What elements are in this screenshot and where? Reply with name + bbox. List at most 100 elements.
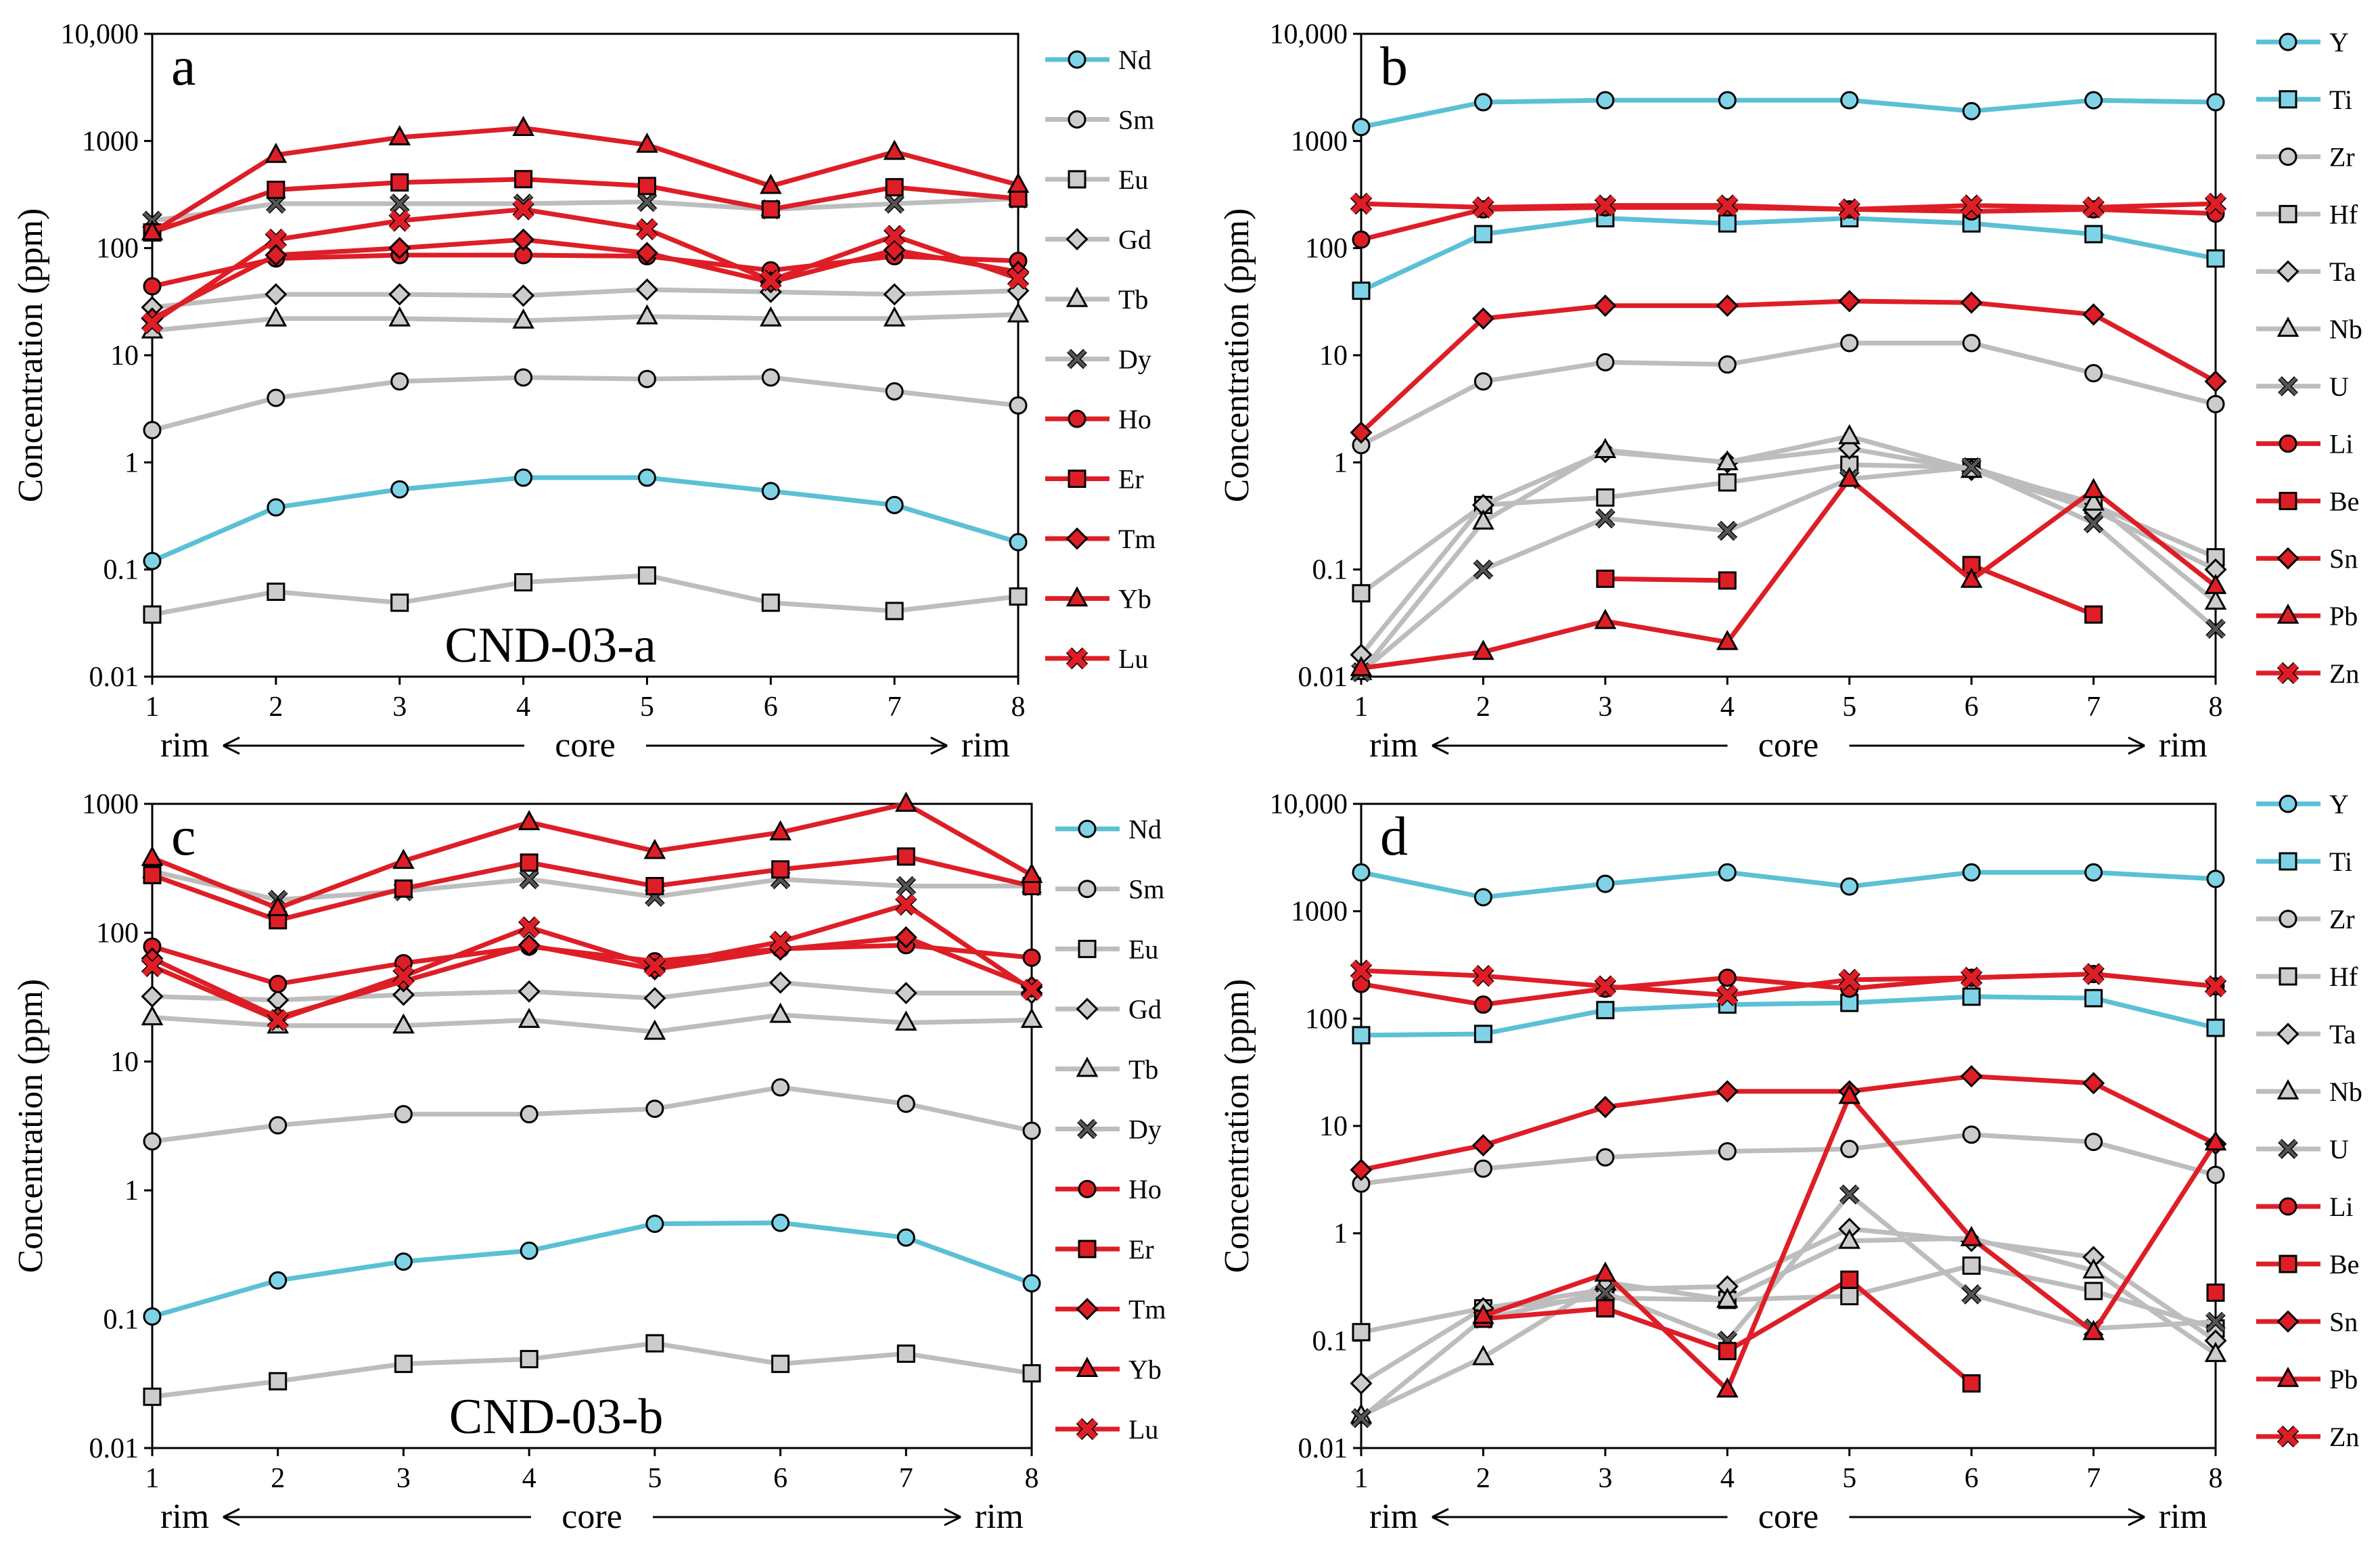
x-tick-label: 4 bbox=[1720, 1463, 1735, 1494]
legend-item: Gd bbox=[1055, 994, 1162, 1024]
legend-marker bbox=[1066, 586, 1089, 607]
data-point bbox=[1716, 1080, 1739, 1103]
series-line bbox=[152, 1012, 1032, 1035]
arrow-right-head bbox=[2128, 1508, 2145, 1527]
legend-marker bbox=[2279, 434, 2297, 453]
series-Sn bbox=[1350, 1065, 2227, 1181]
data-point bbox=[143, 551, 162, 570]
legend-label: Hf bbox=[2329, 199, 2358, 229]
legend-marker bbox=[2279, 32, 2297, 51]
y-axis-label: Concentration (ppm) bbox=[12, 208, 50, 503]
series-line bbox=[151, 801, 1033, 911]
data-point bbox=[637, 177, 656, 196]
data-point bbox=[885, 602, 904, 620]
data-point bbox=[520, 1241, 539, 1260]
legend-marker bbox=[2276, 1366, 2299, 1387]
series-line bbox=[1360, 340, 2216, 447]
direction-left: rim bbox=[160, 726, 209, 765]
legend-item: Pb bbox=[2256, 1364, 2358, 1395]
data-point bbox=[267, 583, 285, 602]
legend-label: Sm bbox=[1118, 105, 1154, 135]
legend-item: Zn bbox=[2256, 658, 2359, 689]
data-point bbox=[1718, 91, 1737, 110]
x-tick-label: 1 bbox=[1354, 692, 1369, 723]
legend-label: Li bbox=[2329, 1192, 2354, 1222]
data-point bbox=[1473, 225, 1492, 244]
direction-right: rim bbox=[2159, 726, 2207, 765]
data-point bbox=[1472, 1345, 1494, 1365]
legend-label: Ti bbox=[2329, 846, 2352, 877]
x-tick-label: 3 bbox=[1598, 1463, 1612, 1494]
data-point bbox=[896, 1094, 915, 1113]
data-point bbox=[141, 220, 164, 241]
data-point bbox=[1596, 1001, 1615, 1020]
data-point bbox=[390, 173, 409, 192]
data-point bbox=[2206, 1283, 2225, 1302]
series-line bbox=[152, 252, 1019, 289]
series-line bbox=[152, 287, 1019, 310]
legend-label: Ho bbox=[1128, 1174, 1162, 1204]
legend-marker bbox=[1076, 1298, 1099, 1321]
series-Zr bbox=[1352, 334, 2225, 455]
legend-label: Sm bbox=[1128, 874, 1164, 905]
arrow-right-head bbox=[2128, 736, 2145, 755]
series-Tb bbox=[141, 302, 1030, 339]
y-axis-label: Concentration (ppm) bbox=[1218, 979, 1256, 1273]
data-point bbox=[1352, 230, 1371, 249]
legend-item: Dy bbox=[1045, 344, 1151, 375]
data-point bbox=[143, 605, 162, 624]
x-tick-label: 7 bbox=[2086, 1463, 2101, 1494]
legend-label: Er bbox=[1118, 464, 1144, 495]
legend-marker bbox=[2276, 1079, 2299, 1100]
series-line bbox=[151, 206, 1020, 325]
legend-label: Nd bbox=[1118, 45, 1151, 75]
series-Y bbox=[1352, 91, 2225, 137]
series-line bbox=[1359, 434, 2218, 674]
series-line bbox=[1360, 968, 2216, 998]
data-point bbox=[1350, 656, 1373, 677]
legend-label: U bbox=[2329, 371, 2349, 402]
data-point bbox=[512, 228, 535, 251]
data-point bbox=[761, 593, 780, 612]
legend-item: Nb bbox=[2256, 1077, 2362, 1107]
data-point bbox=[141, 1005, 164, 1026]
legend-item: Tm bbox=[1045, 524, 1156, 554]
legend-marker bbox=[2276, 547, 2299, 570]
data-point bbox=[2084, 225, 2103, 244]
data-point bbox=[388, 125, 411, 145]
data-point bbox=[1840, 1286, 1859, 1305]
series-Pb bbox=[1350, 466, 2227, 677]
data-point bbox=[2082, 1258, 2105, 1279]
data-point bbox=[1472, 1303, 1494, 1324]
direction-left: rim bbox=[1369, 726, 1418, 765]
x-tick-label: 8 bbox=[2209, 1463, 2223, 1494]
series-line bbox=[152, 1220, 1033, 1319]
panel-letter: b bbox=[1380, 35, 1408, 97]
data-point bbox=[643, 838, 666, 859]
data-point bbox=[761, 482, 780, 501]
data-point bbox=[1962, 863, 1981, 882]
legend-label: Zn bbox=[2329, 658, 2359, 689]
series-Yb bbox=[141, 791, 1043, 916]
data-point bbox=[141, 985, 164, 1008]
legend-marker bbox=[1066, 286, 1089, 307]
data-point bbox=[761, 200, 780, 219]
legend-label: Be bbox=[2329, 486, 2359, 516]
data-point bbox=[896, 1228, 915, 1247]
x-tick-label: 4 bbox=[522, 1463, 536, 1494]
data-point bbox=[1596, 1299, 1615, 1318]
data-point bbox=[2204, 574, 2227, 594]
legend-item: Hf bbox=[2256, 199, 2358, 229]
y-tick-label: 0.01 bbox=[89, 662, 139, 693]
data-point bbox=[265, 244, 288, 267]
series-line bbox=[152, 572, 1019, 617]
legend-item: Y bbox=[2256, 789, 2349, 819]
series-Ti bbox=[1352, 987, 2225, 1045]
series-Ti bbox=[1352, 209, 2225, 300]
data-point bbox=[896, 847, 915, 866]
legend-marker bbox=[1066, 527, 1089, 550]
legend-label: Yb bbox=[1118, 584, 1151, 614]
series-Er bbox=[143, 170, 1028, 242]
data-point bbox=[1840, 91, 1859, 110]
data-point bbox=[1009, 189, 1028, 208]
